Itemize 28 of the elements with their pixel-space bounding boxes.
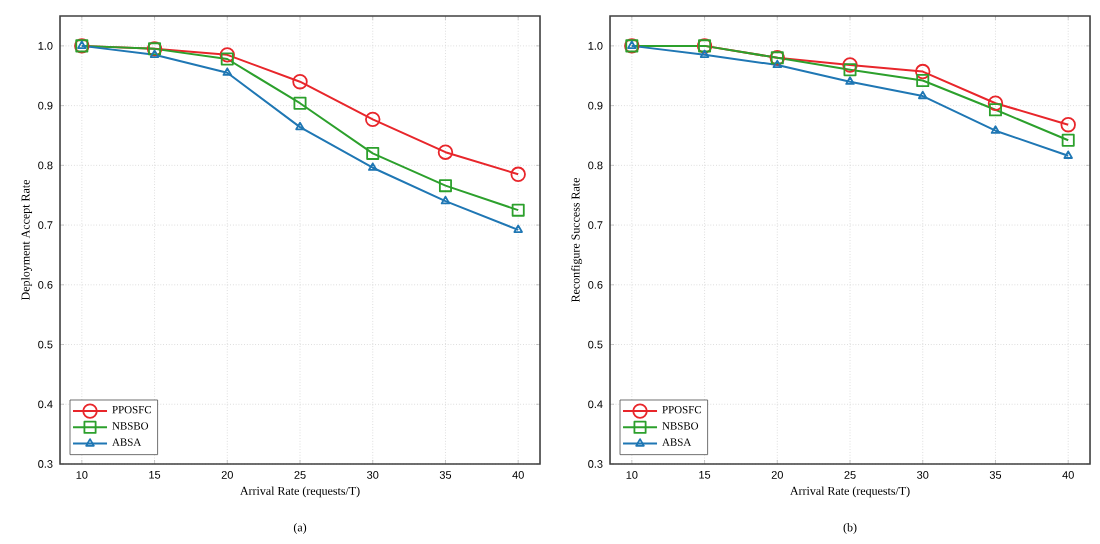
point (843, 63, 857, 77)
point (916, 74, 930, 88)
point (1061, 133, 1075, 147)
point (990, 125, 1001, 134)
point (222, 67, 232, 76)
point (845, 76, 855, 85)
point (988, 103, 1002, 117)
point (219, 47, 235, 63)
point (842, 57, 858, 73)
point (987, 95, 1004, 111)
point (438, 179, 452, 193)
point (918, 90, 928, 100)
point (366, 146, 380, 160)
point (220, 52, 234, 66)
point (295, 121, 305, 131)
point (440, 195, 451, 205)
point (915, 63, 931, 80)
point (149, 49, 160, 58)
point (437, 144, 454, 160)
point (511, 203, 525, 217)
point (293, 96, 307, 110)
point (365, 111, 381, 128)
point (510, 166, 526, 182)
point (772, 59, 782, 69)
point (368, 162, 378, 171)
point (292, 74, 308, 90)
point (1060, 117, 1076, 133)
point (699, 49, 710, 58)
